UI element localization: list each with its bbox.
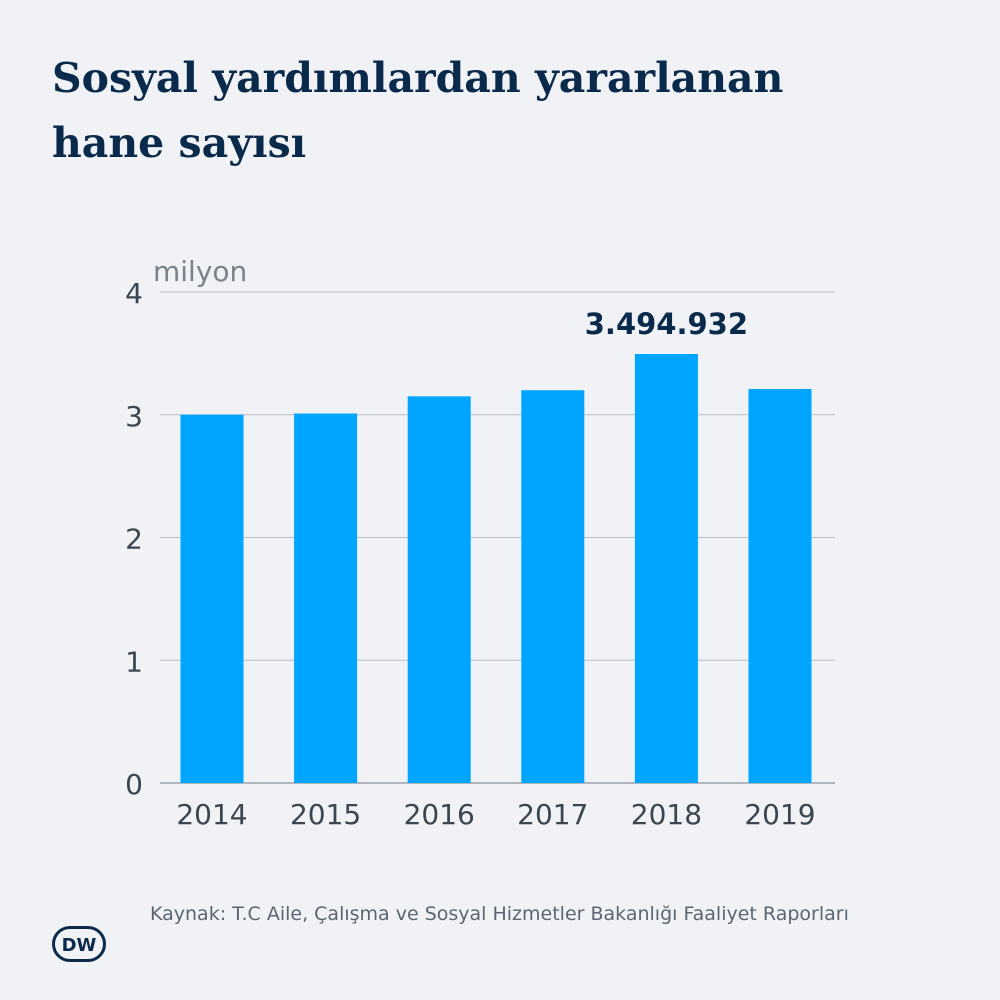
chart-title: Sosyal yardımlardan yararlanan hane sayı…	[52, 46, 952, 176]
grid-lines	[160, 291, 835, 784]
x-tick-label: 2019	[744, 798, 815, 831]
bar	[634, 353, 698, 783]
x-tick-label: 2015	[290, 798, 361, 831]
y-tick-label: 3	[125, 400, 143, 433]
bar	[748, 388, 812, 783]
y-tick-label: 2	[125, 523, 143, 556]
dw-logo-icon: DW	[52, 926, 106, 962]
bar	[521, 390, 585, 783]
y-axis-unit-label: milyon	[153, 255, 247, 288]
x-tick-label: 2018	[631, 798, 702, 831]
bars	[180, 353, 812, 783]
bar	[407, 396, 471, 783]
chart-title-line-2: hane sayısı	[52, 119, 307, 167]
bar	[294, 413, 358, 783]
x-tick-label: 2016	[404, 798, 475, 831]
source-note: Kaynak: T.C Aile, Çalışma ve Sosyal Hizm…	[150, 903, 849, 925]
y-tick-label: 1	[125, 645, 143, 678]
bar	[180, 414, 244, 783]
dw-logo-text: DW	[62, 935, 97, 956]
x-tick-label: 2014	[176, 798, 247, 831]
y-tick-label: 4	[125, 277, 143, 310]
highlight-value-label: 3.494.932	[585, 307, 748, 341]
chart-title-line-1: Sosyal yardımlardan yararlanan	[52, 54, 784, 102]
x-tick-label: 2017	[517, 798, 588, 831]
x-axis-ticks: 2014 2015 2016 2017 2018 2019	[176, 798, 815, 831]
y-axis-ticks: 0 1 2 3 4	[125, 277, 143, 801]
y-tick-label: 0	[125, 768, 143, 801]
